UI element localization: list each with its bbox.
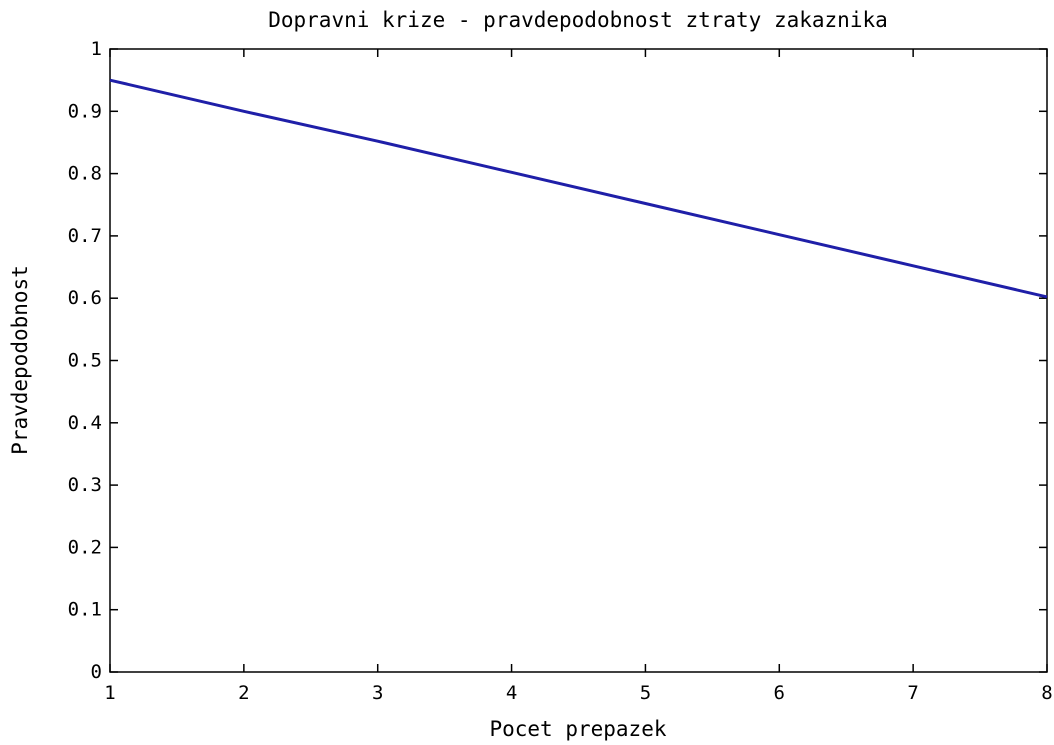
x-tick-label: 3 (372, 682, 383, 704)
series-line (109, 78, 1048, 299)
x-tick-label: 7 (907, 682, 918, 704)
y-axis-label: Pravdepodobnost (8, 265, 32, 455)
x-tick-label: 6 (774, 682, 785, 704)
y-axis-tick-labels: 0 0.1 0.2 0.3 0.4 0.5 0.6 0.7 0.8 0.9 1 (68, 38, 102, 683)
y-tick-label: 0.1 (68, 599, 102, 621)
x-tick-label: 2 (238, 682, 249, 704)
y-tick-label: 0.5 (68, 350, 102, 372)
x-axis-ticks (109, 49, 1048, 672)
y-tick-label: 0.4 (68, 412, 102, 434)
y-tick-label: 0.3 (68, 474, 102, 496)
x-tick-label: 5 (640, 682, 651, 704)
x-axis-label: Pocet prepazek (489, 717, 666, 741)
series-layer (109, 78, 1048, 299)
chart-title: Dopravni krize - pravdepodobnost ztraty … (268, 8, 888, 32)
y-tick-label: 0.9 (68, 100, 102, 122)
y-tick-label: 0.8 (68, 163, 102, 185)
y-tick-label: 0.2 (68, 536, 102, 558)
y-tick-label: 0.7 (68, 225, 102, 247)
x-axis-tick-labels: 1 2 3 4 5 6 7 8 (104, 682, 1052, 704)
x-tick-label: 1 (104, 682, 115, 704)
y-axis-ticks (110, 48, 1047, 673)
y-tick-label: 0.6 (68, 287, 102, 309)
y-tick-label: 0 (91, 661, 102, 683)
x-tick-label: 8 (1041, 682, 1052, 704)
x-tick-label: 4 (506, 682, 517, 704)
y-tick-label: 1 (91, 38, 102, 60)
